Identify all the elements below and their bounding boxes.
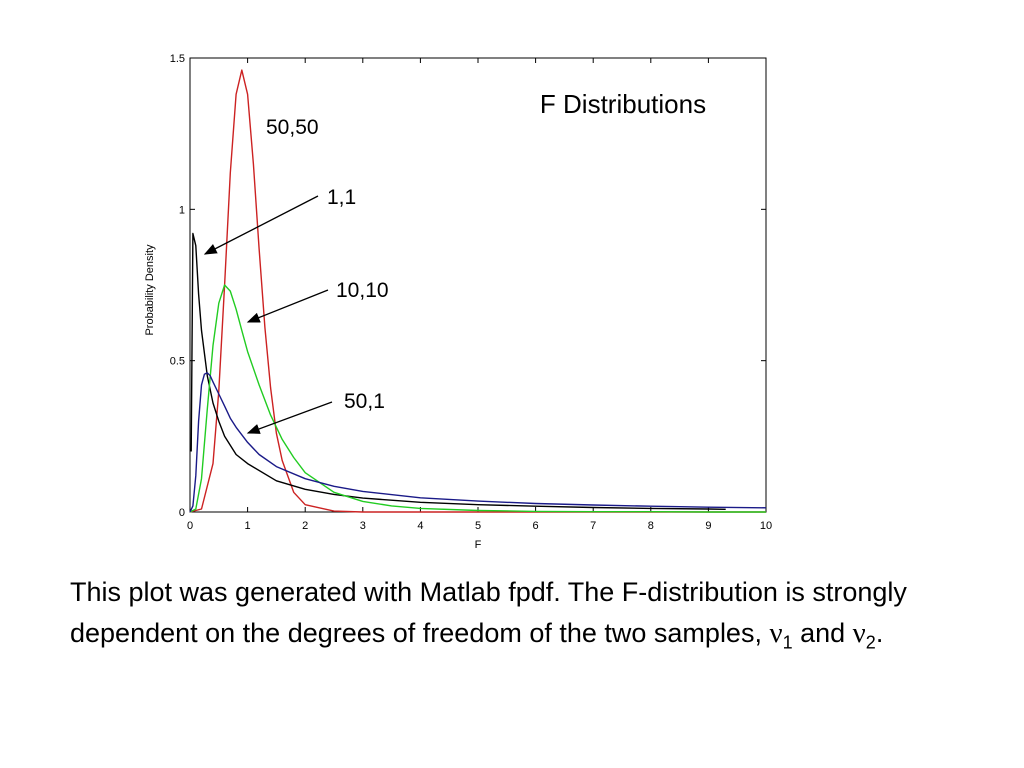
annotation-label: 50,50 (266, 116, 319, 139)
x-tick-label: 2 (302, 520, 308, 532)
annotation-label: 50,1 (344, 390, 385, 413)
y-tick-label: 0 (179, 507, 185, 519)
annotation-arrow (246, 401, 333, 434)
chart-title: F Distributions (540, 89, 706, 119)
x-tick-label: 4 (417, 520, 423, 532)
caption-text: This plot was generated with Matlab fpdf… (70, 577, 907, 648)
x-axis-label: F (475, 539, 482, 551)
series-line-50-50 (189, 69, 766, 513)
series-line-10-10 (189, 284, 766, 513)
series-line-50-1 (189, 372, 767, 513)
plot-area-frame (189, 57, 767, 513)
nu-symbol-2: ν (852, 617, 866, 649)
caption-period: . (875, 618, 884, 648)
x-tick-label: 1 (245, 520, 251, 532)
x-tick-label: 7 (590, 520, 596, 532)
x-tick-label: 0 (187, 520, 193, 532)
x-tick-label: 8 (648, 520, 654, 532)
nu-symbol-1: ν (769, 617, 783, 649)
subscript-1: 1 (782, 632, 793, 653)
annotation-arrow (203, 195, 319, 255)
caption-and: and (792, 618, 853, 648)
x-tick-label: 3 (360, 520, 366, 532)
x-tick-label: 6 (533, 520, 539, 532)
x-tick-label: 5 (475, 520, 481, 532)
annotation-label: 10,10 (336, 279, 389, 302)
y-tick-label: 0.5 (170, 356, 185, 368)
annotation-arrow (246, 289, 329, 323)
annotation-label: 1,1 (327, 186, 356, 209)
chart: 0 1 2 3 4 5 6 7 8 9 10 0 0.5 1 1.5 F Probability Density… (144, 53, 772, 551)
series-line-1-1 (190, 232, 726, 510)
y-tick-label: 1 (179, 204, 185, 216)
y-axis-label: Probability Density (144, 244, 156, 336)
y-tick-label: 1.5 (170, 53, 185, 65)
x-tick-label: 10 (760, 520, 772, 532)
x-tick-label: 9 (705, 520, 711, 532)
caption: This plot was generated with Matlab fpdf… (70, 572, 990, 663)
subscript-2: 2 (865, 632, 876, 653)
